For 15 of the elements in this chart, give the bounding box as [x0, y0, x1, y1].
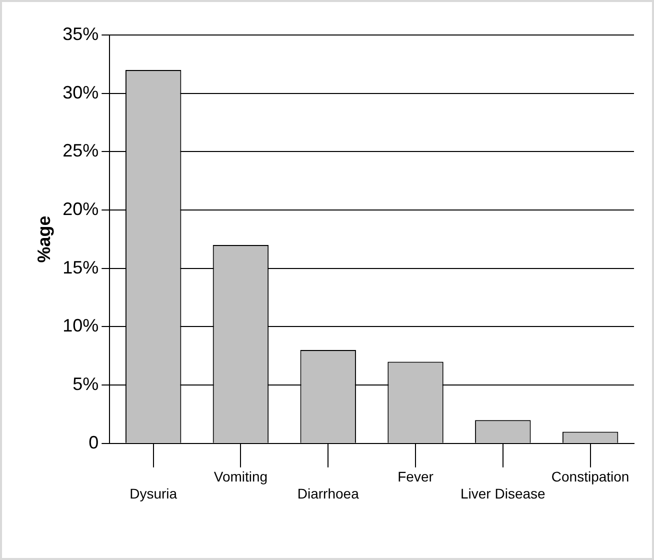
x-tick-label: Dysuria [130, 485, 178, 502]
x-tick-label: Liver Disease [460, 485, 546, 502]
y-tick-label: 15% [62, 257, 99, 278]
y-tick-label: 30% [62, 82, 99, 102]
x-tick-label: Fever [398, 468, 434, 485]
y-tick-label: 0 [88, 432, 99, 452]
x-tick-label: Constipation [551, 468, 630, 485]
y-tick-label: 20% [62, 198, 99, 219]
x-tick-label: Diarrhoea [297, 485, 360, 502]
x-tick-label: Vomiting [214, 468, 268, 485]
y-tick-label: 25% [62, 140, 99, 161]
y-tick-label: 10% [62, 316, 99, 336]
y-axis-title: %age [34, 216, 54, 263]
y-tick-label: 5% [72, 374, 99, 394]
y-tick-label: 35% [62, 24, 99, 44]
